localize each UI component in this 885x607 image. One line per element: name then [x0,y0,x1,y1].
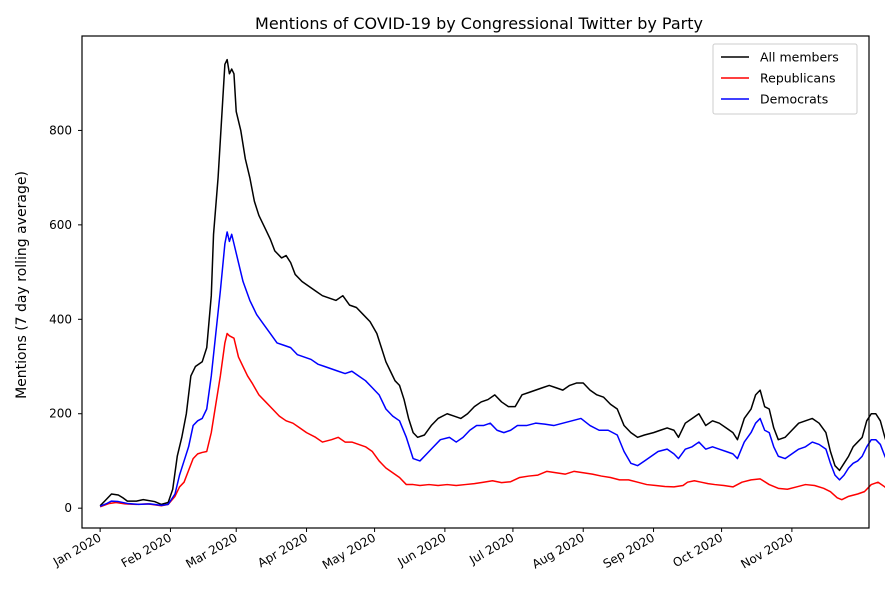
series-line-republicans [99,332,885,508]
legend-box [712,43,858,115]
plot-frame [81,35,870,529]
series-layer [99,58,885,508]
x-tick-label: Apr 2020 [255,530,310,570]
legend-label: Democrats [760,92,828,107]
y-tick-label: 200 [49,407,72,421]
x-tick-label: Jan 2020 [50,530,104,569]
y-tick-label: 400 [49,312,72,326]
y-tick-label: 600 [49,218,72,232]
x-tick-label: Jun 2020 [395,530,449,569]
legend: All members Republicans Democrats [712,43,858,115]
chart-title: Mentions of COVID-19 by Congressional Tw… [255,14,703,33]
legend-label: Republicans [760,71,836,86]
series-line-all-members [99,58,885,507]
x-axis: Jan 2020 Feb 2020 Mar 2020 Apr 2020 May 2020… [50,528,795,572]
y-axis: 0 200 400 600 800 [49,123,82,515]
x-tick-label: Feb 2020 [119,530,174,570]
x-tick-label: Nov 2020 [738,530,795,571]
y-tick-label: 0 [64,501,72,515]
x-tick-label: Aug 2020 [530,530,587,571]
series-line-democrats [99,231,885,507]
x-tick-label: Sep 2020 [601,530,657,571]
y-axis-title: Mentions (7 day rolling average) [14,171,30,399]
x-tick-label: Mar 2020 [183,530,239,571]
legend-label: All members [760,50,839,65]
x-tick-label: May 2020 [320,530,378,572]
x-tick-label: Oct 2020 [670,530,725,570]
y-tick-label: 800 [49,123,72,137]
x-tick-label: Jul 2020 [466,530,516,567]
